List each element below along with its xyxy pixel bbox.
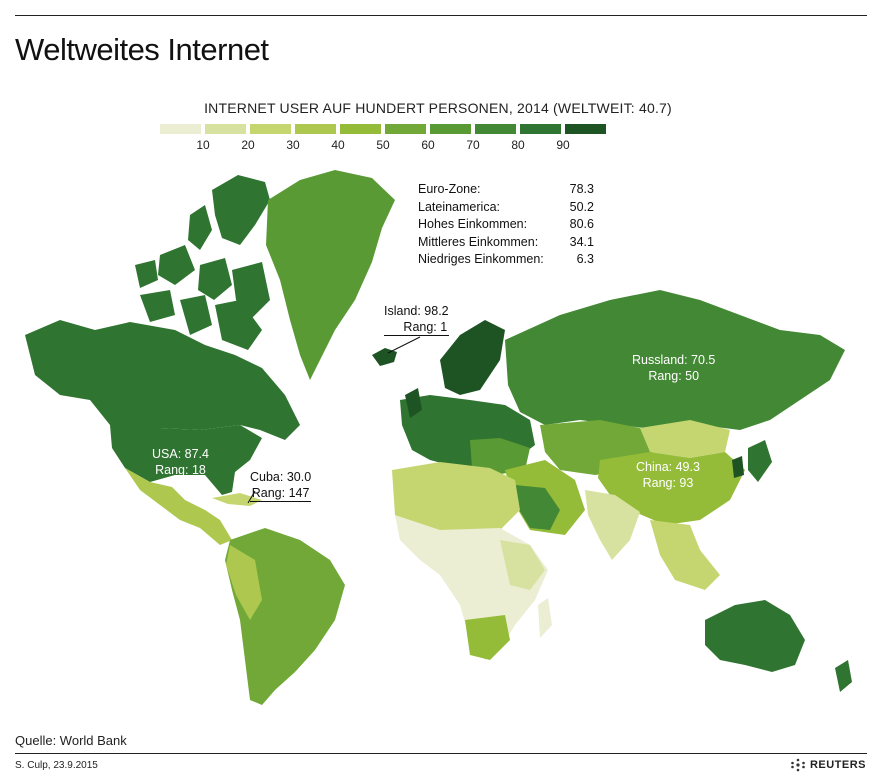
callout-island-line2: Rang: 1 bbox=[384, 319, 449, 336]
map-region-north-africa bbox=[392, 462, 520, 540]
map-region-uk bbox=[405, 388, 422, 418]
legend-swatch bbox=[430, 124, 471, 134]
legend-swatch bbox=[385, 124, 426, 134]
map-region-russia bbox=[505, 290, 845, 430]
legend-tick-label: 40 bbox=[331, 138, 345, 152]
reuters-dots-icon bbox=[791, 758, 805, 772]
callout-cuba-line1: Cuba: 30.0 bbox=[250, 470, 312, 484]
legend-swatch bbox=[295, 124, 336, 134]
callout-island: Island: 98.2 Rang: 1 bbox=[384, 303, 449, 336]
callout-russland-line1: Russland: 70.5 bbox=[632, 353, 716, 367]
legend-tick-label: 30 bbox=[286, 138, 300, 152]
map-region-canada-arctic bbox=[135, 175, 270, 350]
map-region-greenland bbox=[266, 170, 395, 380]
world-map bbox=[25, 170, 852, 705]
map-region-korea bbox=[732, 456, 744, 478]
legend-tick-label: 70 bbox=[466, 138, 480, 152]
map-region-usa bbox=[110, 425, 262, 495]
map-region-southeast-europe bbox=[470, 438, 530, 475]
stat-label: Hohes Einkommen: bbox=[418, 217, 528, 232]
map-region-southern-africa bbox=[465, 615, 510, 660]
cuba-leader-line bbox=[247, 490, 256, 504]
stat-row: Hohes Einkommen: 80.6 bbox=[418, 216, 594, 234]
legend-swatch bbox=[565, 124, 606, 134]
source-note: Quelle: World Bank bbox=[15, 733, 127, 748]
map-region-india bbox=[585, 490, 640, 560]
map-region-iceland bbox=[372, 348, 397, 366]
callout-usa-line1: USA: 87.4 bbox=[152, 447, 209, 461]
callout-usa: USA: 87.4 Rang: 18 bbox=[152, 446, 209, 478]
legend-tick-label: 80 bbox=[511, 138, 525, 152]
stat-label: Lateinamerica: bbox=[418, 199, 500, 214]
callout-island-line1: Island: 98.2 bbox=[384, 304, 449, 318]
legend-swatch bbox=[520, 124, 561, 134]
region-stats: Euro-Zone: 78.3 Lateinamerica: 50.2 Hohes Ei… bbox=[418, 181, 594, 269]
stat-label: Niedriges Einkommen: bbox=[418, 252, 544, 267]
reuters-logo: REUTERS bbox=[790, 758, 866, 772]
callout-cuba: Cuba: 30.0 Rang: 147 bbox=[250, 469, 312, 502]
callout-russland: Russland: 70.5 Rang: 50 bbox=[632, 352, 715, 384]
legend-swatch bbox=[340, 124, 381, 134]
credit-line: S. Culp, 23.9.2015 bbox=[15, 760, 98, 771]
legend-swatch bbox=[250, 124, 291, 134]
map-region-madagascar bbox=[538, 598, 552, 638]
map-region-east-africa bbox=[500, 540, 545, 590]
map-region-canada bbox=[25, 320, 300, 440]
stat-label: Mittleres Einkommen: bbox=[418, 234, 539, 249]
legend-title: INTERNET USER AUF HUNDERT PERSONEN, 2014… bbox=[204, 100, 672, 116]
legend-swatch bbox=[475, 124, 516, 134]
callout-china-line2: Rang: 93 bbox=[642, 476, 694, 490]
callout-usa-line2: Rang: 18 bbox=[155, 463, 206, 477]
stat-value: 78.3 bbox=[569, 182, 594, 196]
map-region-arabia bbox=[515, 485, 560, 530]
page-title: Weltweites Internet bbox=[15, 32, 269, 67]
callout-china-line1: China: 49.3 bbox=[636, 460, 700, 474]
stat-label: Euro-Zone: bbox=[418, 182, 481, 196]
legend-tick-label: 90 bbox=[556, 138, 570, 152]
legend-tick-label: 10 bbox=[196, 138, 210, 152]
stat-row: Mittleres Einkommen: 34.1 bbox=[418, 234, 594, 252]
map-region-southeast-asia bbox=[650, 520, 720, 590]
callout-russland-line2: Rang: 50 bbox=[648, 369, 700, 383]
map-region-mongolia bbox=[640, 420, 730, 458]
legend-swatch bbox=[160, 124, 201, 134]
legend-tick-label: 60 bbox=[421, 138, 435, 152]
stat-row: Euro-Zone: 78.3 bbox=[418, 181, 594, 199]
legend-swatch bbox=[205, 124, 246, 134]
stat-value: 6.3 bbox=[576, 252, 594, 267]
map-region-australia bbox=[705, 600, 805, 672]
callout-china: China: 49.3 Rang: 93 bbox=[636, 459, 700, 491]
callout-cuba-line2: Rang: 147 bbox=[250, 486, 312, 502]
map-region-mexico-central-america bbox=[125, 468, 232, 545]
reuters-wordmark: REUTERS bbox=[809, 759, 866, 771]
stat-row: Niedriges Einkommen: 6.3 bbox=[418, 251, 594, 269]
bottom-rule bbox=[15, 753, 867, 754]
stat-value: 50.2 bbox=[569, 199, 594, 214]
map-region-scandinavia bbox=[440, 320, 505, 395]
island-leader-line bbox=[387, 336, 421, 354]
map-region-south-america-west bbox=[226, 545, 262, 620]
top-rule bbox=[15, 15, 867, 16]
map-region-caribbean bbox=[212, 493, 262, 506]
map-region-new-zealand bbox=[835, 660, 852, 692]
map-region-china bbox=[598, 452, 745, 525]
stat-value: 80.6 bbox=[569, 217, 594, 232]
legend-tick-label: 20 bbox=[241, 138, 255, 152]
map-region-japan bbox=[748, 440, 772, 482]
stat-value: 34.1 bbox=[569, 234, 594, 249]
stat-row: Lateinamerica: 50.2 bbox=[418, 199, 594, 217]
legend-tick-label: 50 bbox=[376, 138, 390, 152]
legend-color-bar bbox=[160, 124, 610, 134]
